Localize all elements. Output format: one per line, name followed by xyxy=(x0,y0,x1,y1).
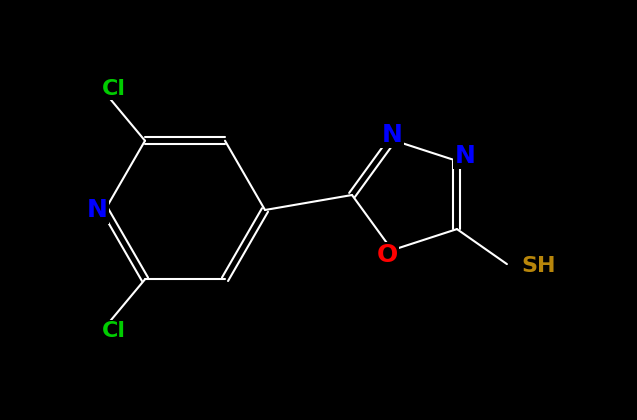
Text: N: N xyxy=(382,123,403,147)
Text: Cl: Cl xyxy=(102,321,126,341)
Text: Cl: Cl xyxy=(102,79,126,99)
Text: N: N xyxy=(87,198,108,222)
Text: SH: SH xyxy=(521,256,555,276)
Text: O: O xyxy=(376,243,397,267)
Text: N: N xyxy=(454,144,475,168)
